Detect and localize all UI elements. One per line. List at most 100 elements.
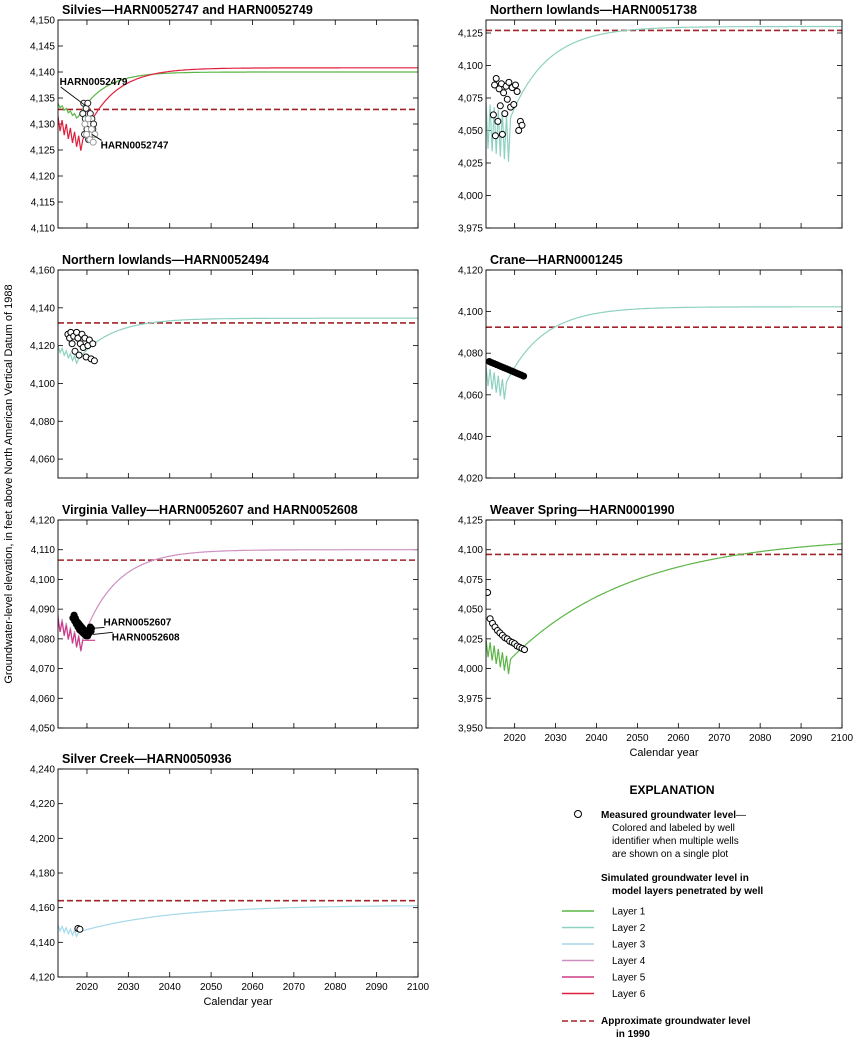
annotation-leader <box>60 86 86 107</box>
y-tick-label: 4,120 <box>30 973 55 984</box>
panel-title: Silver Creek—HARN0050936 <box>62 752 232 766</box>
explanation: EXPLANATION Measured groundwater level— … <box>562 783 763 1040</box>
x-tick-label: 2020 <box>504 733 527 744</box>
measured-point <box>496 102 504 110</box>
measured-point <box>512 81 519 89</box>
legend-layer-label: Layer 3 <box>612 940 646 951</box>
x-tick-label: 2060 <box>241 982 264 993</box>
y-tick-label: 4,150 <box>30 16 55 27</box>
panel-data <box>58 317 418 365</box>
y-tick-label: 4,220 <box>30 799 55 810</box>
explanation-title: EXPLANATION <box>629 783 714 797</box>
y-tick-label: 4,070 <box>30 664 55 675</box>
y-tick-label: 3,975 <box>458 224 483 235</box>
y-tick-label: 3,975 <box>458 694 483 705</box>
y-tick-label: 4,080 <box>30 417 55 428</box>
legend-layer-label: Layer 6 <box>612 989 646 1000</box>
series-line-layer-3 <box>58 905 418 938</box>
legend-simulated-title-2: model layers penetrated by well <box>612 886 763 897</box>
y-tick-label: 4,080 <box>458 349 483 360</box>
panel-title: Silvies—HARN0052747 and HARN0052749 <box>62 3 313 17</box>
measured-point <box>83 130 91 138</box>
x-axis-label: Calendar year <box>629 747 698 759</box>
panel-data <box>486 543 842 675</box>
x-tick-label: 2100 <box>407 982 430 993</box>
legend-layer-label: Layer 2 <box>612 923 646 934</box>
y-tick-label: 4,060 <box>30 694 55 705</box>
panel-title: Northern lowlands—HARN0052494 <box>62 253 269 267</box>
series-line-layer-6 <box>58 67 418 151</box>
x-axis-label: Calendar year <box>203 996 272 1008</box>
y-tick-label: 4,100 <box>458 545 483 556</box>
series-line-layer-5 <box>58 618 96 651</box>
legend-ref-title-1: Approximate groundwater level <box>601 1016 751 1027</box>
annotation-leader <box>91 627 105 629</box>
y-tick-label: 4,125 <box>30 146 55 157</box>
legend-layers: Layer 1 Layer 2 Layer 3 Layer 4 Layer 5 Layer… <box>562 907 646 1000</box>
y-tick-label: 4,140 <box>30 938 55 949</box>
y-tick-label: 4,025 <box>458 159 483 170</box>
y-tick-label: 4,145 <box>30 42 55 53</box>
y-tick-label: 4,080 <box>30 634 55 645</box>
measured-point <box>491 81 499 89</box>
y-tick-label: 4,120 <box>30 516 55 527</box>
annotation-label: HARN0052608 <box>112 632 180 643</box>
y-tick-label: 4,120 <box>30 341 55 352</box>
y-tick-label: 4,140 <box>30 303 55 314</box>
legend-measured-symbol <box>574 810 582 818</box>
y-tick-label: 4,060 <box>458 390 483 401</box>
measured-point <box>84 99 92 107</box>
legend-ref-title-2: in 1990 <box>616 1029 650 1040</box>
series-line-layer-4 <box>58 549 418 652</box>
y-tick-label: 4,120 <box>30 172 55 183</box>
y-tick-label: 3,950 <box>458 724 483 735</box>
y-tick-label: 4,110 <box>31 224 56 235</box>
x-tick-label: 2050 <box>626 733 649 744</box>
y-tick-label: 4,120 <box>458 266 483 277</box>
y-tick-label: 4,200 <box>30 834 55 845</box>
y-tick-label: 4,075 <box>458 94 483 105</box>
y-tick-label: 4,020 <box>458 474 483 485</box>
measured-point <box>521 646 528 654</box>
y-tick-label: 4,160 <box>30 903 55 914</box>
measured-point <box>505 78 513 86</box>
measured-point <box>503 95 511 103</box>
annotation-label: HARN0052747 <box>101 140 169 151</box>
chart-panel-6: Weaver Spring—HARN0001990 3,950 3,975 4,000… <box>458 503 854 759</box>
x-tick-label: 2030 <box>544 733 567 744</box>
measured-point <box>501 110 509 118</box>
series-line-layer-2 <box>486 25 842 162</box>
chart-panel-4: Crane—HARN0001245 4,020 4,040 4,060 4,080 4,1… <box>458 253 843 485</box>
measured-point <box>89 138 97 146</box>
y-tick-label: 4,060 <box>30 455 55 466</box>
y-tick-label: 4,160 <box>30 266 55 277</box>
chart-panel-5: Virginia Valley—HARN0052607 and HARN0052… <box>30 503 419 735</box>
y-tick-label: 4,050 <box>458 126 483 137</box>
measured-point <box>84 115 92 123</box>
x-tick-label: 2090 <box>365 982 388 993</box>
measured-point <box>486 589 492 596</box>
measured-point <box>515 127 523 134</box>
measured-point <box>498 130 506 138</box>
y-tick-label: 4,000 <box>458 664 483 675</box>
y-tick-label: 4,040 <box>458 432 483 443</box>
legend-simulated-title-1: Simulated groundwater level in <box>601 873 749 884</box>
y-tick-label: 4,000 <box>458 191 483 202</box>
y-tick-label: 4,090 <box>30 605 55 616</box>
y-tick-label: 4,050 <box>30 724 55 735</box>
annotation-leader <box>91 134 102 141</box>
legend-layer-label: Layer 4 <box>612 956 646 967</box>
legend-measured-desc-3: are shown on a single plot <box>612 849 728 860</box>
measured-point <box>513 88 521 95</box>
measured-point <box>68 340 76 348</box>
plot-frame <box>57 269 419 479</box>
y-tick-label: 4,100 <box>30 379 55 390</box>
measured-point <box>89 340 97 348</box>
chart-panel-1: Silvies—HARN0052747 and HARN0052749 4,110… <box>30 3 419 235</box>
measured-point <box>492 75 500 82</box>
y-tick-label: 4,100 <box>458 307 483 318</box>
series-line-layer-2 <box>486 306 842 400</box>
x-tick-label: 2020 <box>76 982 99 993</box>
plot-frame <box>485 519 843 729</box>
